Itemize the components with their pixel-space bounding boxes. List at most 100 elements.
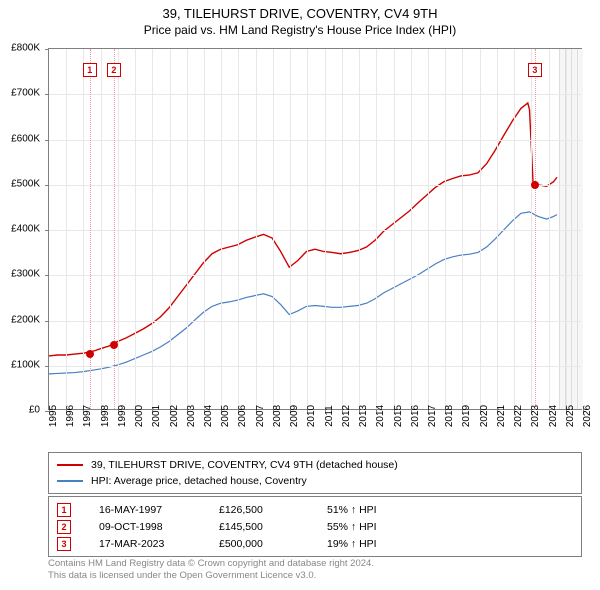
y-tick: [45, 185, 49, 186]
gridline-vertical: [566, 49, 567, 409]
legend-transaction-date: 17-MAR-2023: [99, 538, 191, 550]
x-axis-label: 2025: [565, 405, 576, 427]
legend-transaction-row: 3 17-MAR-2023 £500,000 19% ↑ HPI: [57, 535, 573, 552]
legend-transaction-badge: 1: [57, 503, 71, 517]
legend-transaction-hpi: 55% ↑ HPI: [327, 521, 417, 533]
legend-color-swatch: [57, 464, 83, 466]
legend-transaction-price: £500,000: [219, 538, 299, 550]
y-axis-label: £300K: [11, 269, 40, 280]
chart-plot-area: 123: [48, 48, 582, 410]
gridline-vertical: [170, 49, 171, 409]
x-axis-label: 2010: [306, 405, 317, 427]
transaction-marker-badge: 2: [107, 63, 121, 77]
gridline-horizontal: [49, 230, 581, 231]
x-axis-label: 2012: [341, 405, 352, 427]
y-axis-label: £100K: [11, 359, 40, 370]
y-tick: [45, 321, 49, 322]
x-axis-label: 2011: [324, 405, 335, 427]
gridline-horizontal: [49, 185, 581, 186]
gridline-vertical: [152, 49, 153, 409]
legend-series-label: 39, TILEHURST DRIVE, COVENTRY, CV4 9TH (…: [91, 459, 398, 471]
legend-transaction-badge: 3: [57, 537, 71, 551]
x-axis-label: 2005: [220, 405, 231, 427]
x-axis-label: 2026: [582, 405, 593, 427]
y-axis-label: £600K: [11, 133, 40, 144]
y-tick: [45, 140, 49, 141]
x-axis-label: 2000: [134, 405, 145, 427]
y-tick: [45, 94, 49, 95]
legend-transaction-hpi: 51% ↑ HPI: [327, 504, 417, 516]
gridline-vertical: [238, 49, 239, 409]
x-axis-label: 2016: [410, 405, 421, 427]
y-tick: [45, 230, 49, 231]
x-axis-label: 2023: [530, 405, 541, 427]
gridline-vertical: [359, 49, 360, 409]
x-axis-label: 1998: [100, 405, 111, 427]
gridline-horizontal: [49, 94, 581, 95]
gridline-vertical: [497, 49, 498, 409]
x-axis-label: 2006: [237, 405, 248, 427]
y-axis-label: £200K: [11, 314, 40, 325]
gridline-vertical: [66, 49, 67, 409]
x-axis-label: 2017: [427, 405, 438, 427]
legend-transaction-price: £126,500: [219, 504, 299, 516]
legend-transaction-date: 09-OCT-1998: [99, 521, 191, 533]
x-axis-labels: 1995199619971998199920002001200220032004…: [48, 412, 582, 448]
y-axis-label: £500K: [11, 178, 40, 189]
x-axis-label: 2024: [548, 405, 559, 427]
transactions-legend: 1 16-MAY-1997 £126,500 51% ↑ HPI 2 09-OCT-199…: [48, 496, 582, 557]
gridline-vertical: [514, 49, 515, 409]
gridline-vertical: [118, 49, 119, 409]
y-axis-label: £400K: [11, 224, 40, 235]
gridline-vertical: [204, 49, 205, 409]
footer-attribution: Contains HM Land Registry data © Crown c…: [48, 558, 374, 582]
gridline-vertical: [549, 49, 550, 409]
x-axis-label: 2015: [393, 405, 404, 427]
gridline-vertical: [187, 49, 188, 409]
gridline-vertical: [83, 49, 84, 409]
x-axis-label: 2022: [513, 405, 524, 427]
legend-series-row: HPI: Average price, detached house, Cove…: [57, 473, 573, 489]
x-axis-label: 2019: [461, 405, 472, 427]
x-axis-label: 1999: [117, 405, 128, 427]
x-axis-label: 2009: [289, 405, 300, 427]
chart-series-svg: [49, 49, 581, 409]
gridline-vertical: [307, 49, 308, 409]
legend-transaction-row: 209-OCT-1998£145,50055% ↑ HPI: [57, 518, 573, 535]
x-axis-label: 1995: [48, 405, 59, 427]
transaction-marker-badge: 1: [83, 63, 97, 77]
legend-transaction-hpi: 19% ↑ HPI: [327, 538, 417, 550]
transaction-marker-point: [86, 350, 94, 358]
legend-series-label: HPI: Average price, detached house, Cove…: [91, 475, 307, 487]
transaction-marker-point: [531, 181, 539, 189]
x-axis-label: 2014: [375, 405, 386, 427]
legend-transaction-badge: 2: [57, 520, 71, 534]
x-axis-label: 2018: [444, 405, 455, 427]
footer-line2: This data is licensed under the Open Gov…: [48, 570, 374, 582]
x-axis-label: 2021: [496, 405, 507, 427]
gridline-vertical: [394, 49, 395, 409]
future-data-band: [559, 49, 583, 409]
x-axis-label: 1996: [65, 405, 76, 427]
gridline-vertical: [221, 49, 222, 409]
x-axis-label: 2003: [186, 405, 197, 427]
gridline-horizontal: [49, 321, 581, 322]
y-axis-label: £0: [29, 405, 40, 416]
x-axis-label: 2002: [169, 405, 180, 427]
gridline-vertical: [428, 49, 429, 409]
legend-series-row: 39, TILEHURST DRIVE, COVENTRY, CV4 9TH (…: [57, 457, 573, 473]
gridline-vertical: [462, 49, 463, 409]
footer-line1: Contains HM Land Registry data © Crown c…: [48, 558, 374, 570]
gridline-vertical: [342, 49, 343, 409]
gridline-vertical: [290, 49, 291, 409]
y-tick: [45, 366, 49, 367]
gridline-vertical: [101, 49, 102, 409]
x-axis-label: 2008: [272, 405, 283, 427]
legend-transaction-date: 16-MAY-1997: [99, 504, 191, 516]
y-axis-label: £700K: [11, 88, 40, 99]
gridline-vertical: [273, 49, 274, 409]
transaction-marker-line: [114, 49, 115, 409]
chart-title-line1: 39, TILEHURST DRIVE, COVENTRY, CV4 9TH: [0, 6, 600, 21]
gridline-horizontal: [49, 275, 581, 276]
gridline-vertical: [135, 49, 136, 409]
